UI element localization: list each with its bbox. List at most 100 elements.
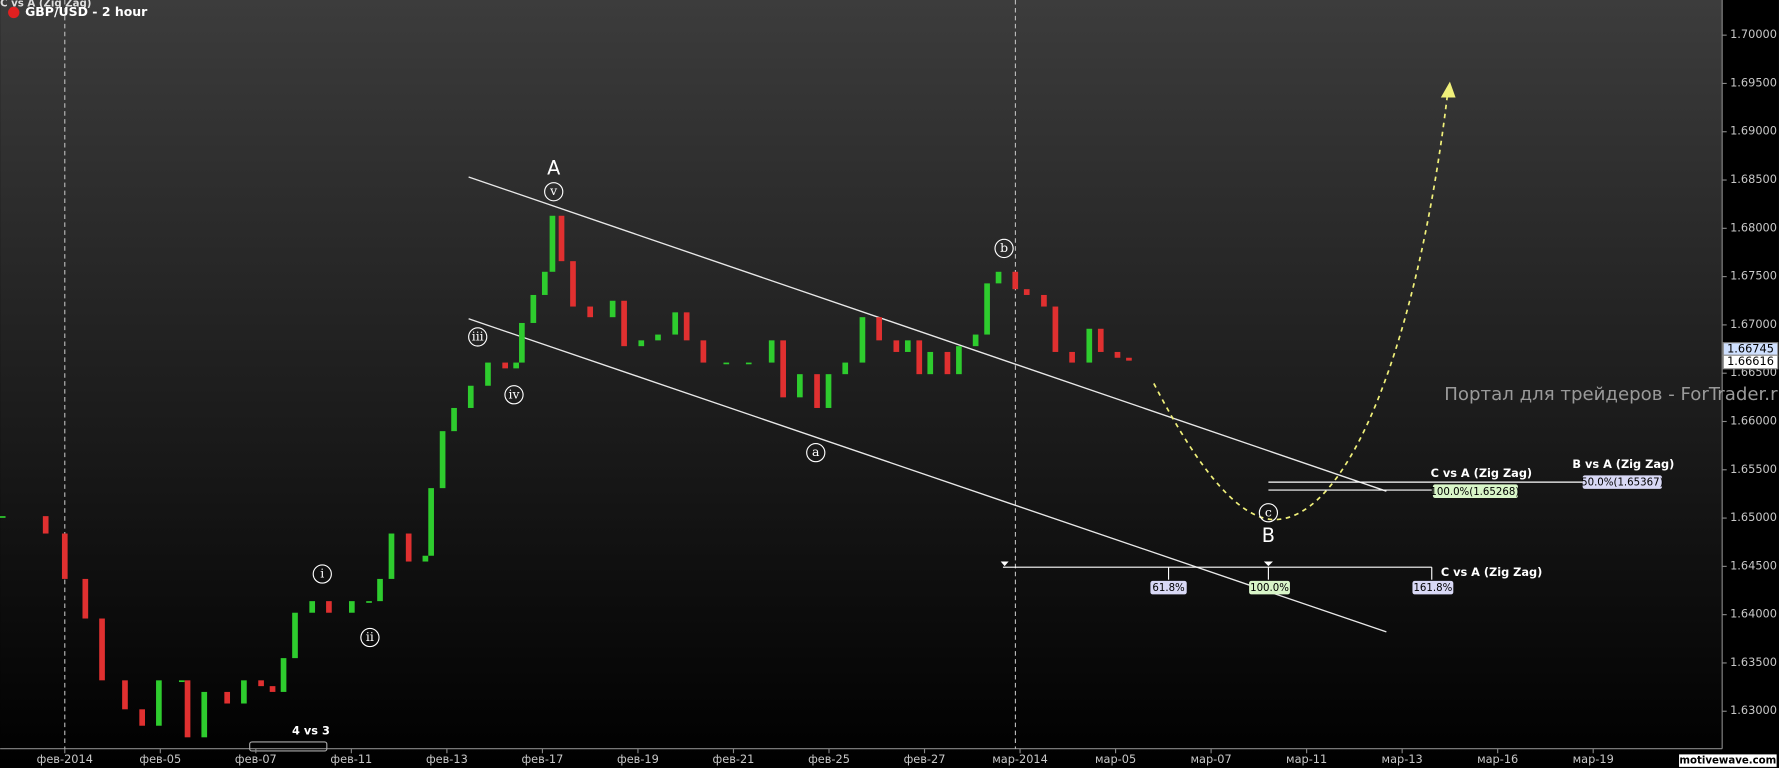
candle-body: [916, 340, 923, 375]
x-tick-label: мар-05: [1095, 752, 1136, 766]
candle-body: [984, 283, 990, 335]
candle-body: [326, 601, 332, 613]
candle-body: [859, 317, 866, 363]
candle-body: [519, 322, 525, 363]
fib-box: [1432, 484, 1518, 499]
candle-body: [292, 612, 298, 659]
candle-body: [549, 215, 556, 272]
projection-path: [1153, 92, 1449, 521]
candle-body: [797, 374, 803, 398]
candle-body: [672, 312, 679, 335]
candle-body: [122, 680, 128, 710]
channel-line: [468, 176, 1387, 492]
candle-body: [1097, 328, 1104, 352]
candle-body: [280, 658, 287, 692]
candle-body: [439, 431, 446, 489]
candle-body: [972, 334, 979, 347]
candle-body: [1041, 294, 1047, 307]
candle-body: [842, 362, 849, 375]
fib-label: 50.0%(1.65367): [1581, 478, 1663, 489]
status-dot: [8, 6, 20, 19]
price-tag: [1722, 354, 1779, 370]
candle-body: [700, 340, 707, 363]
candle-body: [570, 261, 576, 307]
candle-body: [513, 362, 519, 369]
fib-box: [1412, 580, 1454, 595]
overlay-title: C vs A (Zig Zag): [0, 0, 91, 9]
x-tick-label: фев-17: [521, 752, 563, 766]
candle-body: [780, 340, 786, 398]
fib-label: 100.0%(1.65268): [1430, 487, 1519, 498]
candle-body: [467, 385, 474, 408]
candle-body: [558, 215, 565, 262]
candle-body: [224, 691, 231, 704]
candle-body: [655, 334, 661, 341]
brand: motivewave.com: [1679, 756, 1776, 767]
candle-body: [825, 374, 832, 408]
candle-body: [42, 516, 49, 534]
candle-body: [366, 601, 372, 603]
wave-label: i: [320, 566, 324, 581]
fib-box: [1582, 475, 1663, 489]
fib-box: [1150, 580, 1187, 595]
y-tick-label: 1.68000: [1730, 220, 1777, 234]
watermark: Портал для трейдеров - ForTrader.ru: [1444, 384, 1779, 405]
fib-marker: [1263, 561, 1273, 567]
y-tick-label: 1.67500: [1730, 269, 1777, 283]
candle-body: [768, 340, 775, 363]
candle-body: [927, 351, 934, 375]
candle-body: [156, 680, 162, 726]
fib-title: B vs A (Zig Zag): [1572, 457, 1674, 471]
candles: [0, 215, 1132, 738]
wave-circles: [312, 182, 1279, 648]
candle-body: [1126, 357, 1132, 361]
wave-label: B: [1262, 524, 1275, 547]
candle-body: [422, 555, 429, 562]
candle-body: [683, 312, 690, 341]
fib-label: 100.0%: [1250, 583, 1289, 594]
y-tick-label: 1.64500: [1730, 558, 1777, 572]
candle-body: [178, 680, 185, 683]
y-tick-label: 1.70000: [1730, 27, 1777, 41]
candle-body: [502, 362, 508, 369]
x-tick-label: фев-19: [617, 752, 659, 766]
y-tick-label: 1.65500: [1730, 462, 1777, 476]
candle-body: [956, 346, 962, 375]
candle-body: [309, 601, 316, 613]
candle-body: [587, 306, 594, 318]
candle-body: [269, 686, 276, 692]
fib-title: 4 vs 3: [292, 724, 330, 738]
wave-label: b: [1000, 240, 1008, 255]
candle-body: [428, 488, 434, 556]
fib-box: [249, 741, 328, 752]
y-tick-label: 1.63000: [1730, 703, 1777, 717]
candle-body: [723, 362, 730, 365]
price-tag-label: 1.66616: [1727, 354, 1774, 368]
candle-body: [944, 351, 951, 375]
fib-box: [1249, 580, 1290, 595]
price-axis-bg: [1722, 0, 1779, 768]
candle-body: [1114, 351, 1121, 358]
candle-body: [61, 533, 68, 579]
candle-body: [1052, 306, 1059, 352]
candle-body: [745, 362, 752, 365]
x-tick-label: фев-11: [330, 752, 372, 766]
candle-body: [1012, 271, 1019, 290]
wave-label: A: [547, 157, 561, 180]
y-tick-label: 1.68500: [1730, 172, 1777, 186]
candle-body: [995, 271, 1002, 284]
wave-label: iii: [472, 328, 484, 343]
candle-body: [139, 709, 146, 726]
fib-title: C vs A (Zig Zag): [1431, 466, 1533, 480]
brand-box: [1679, 754, 1777, 767]
projection-arrow: [1440, 81, 1456, 98]
candle-body: [638, 340, 645, 347]
x-tick-label: мар-07: [1191, 752, 1232, 766]
wave-label: v: [549, 183, 557, 198]
fib-label: 161.8%: [1413, 583, 1452, 594]
wave-label: c: [1265, 504, 1272, 519]
y-tick-label: 1.69500: [1730, 75, 1777, 89]
candle-body: [485, 362, 491, 386]
candle-body: [1069, 351, 1075, 363]
candle-body: [541, 271, 548, 295]
